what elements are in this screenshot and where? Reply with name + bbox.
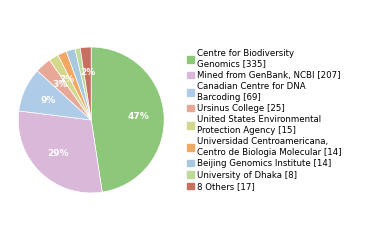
Legend: Centre for Biodiversity
Genomics [335], Mined from GenBank, NCBI [207], Canadian: Centre for Biodiversity Genomics [335], … <box>187 49 342 191</box>
Text: 2%: 2% <box>80 68 95 77</box>
Text: 2%: 2% <box>59 75 74 84</box>
Wedge shape <box>58 51 91 120</box>
Wedge shape <box>75 48 91 120</box>
Text: 29%: 29% <box>47 150 69 158</box>
Wedge shape <box>18 111 102 193</box>
Text: 3%: 3% <box>52 80 68 89</box>
Wedge shape <box>19 71 91 120</box>
Wedge shape <box>37 60 91 120</box>
Wedge shape <box>80 47 91 120</box>
Wedge shape <box>49 55 91 120</box>
Text: 47%: 47% <box>128 112 149 121</box>
Text: 9%: 9% <box>40 96 56 105</box>
Wedge shape <box>66 49 91 120</box>
Wedge shape <box>91 47 164 192</box>
